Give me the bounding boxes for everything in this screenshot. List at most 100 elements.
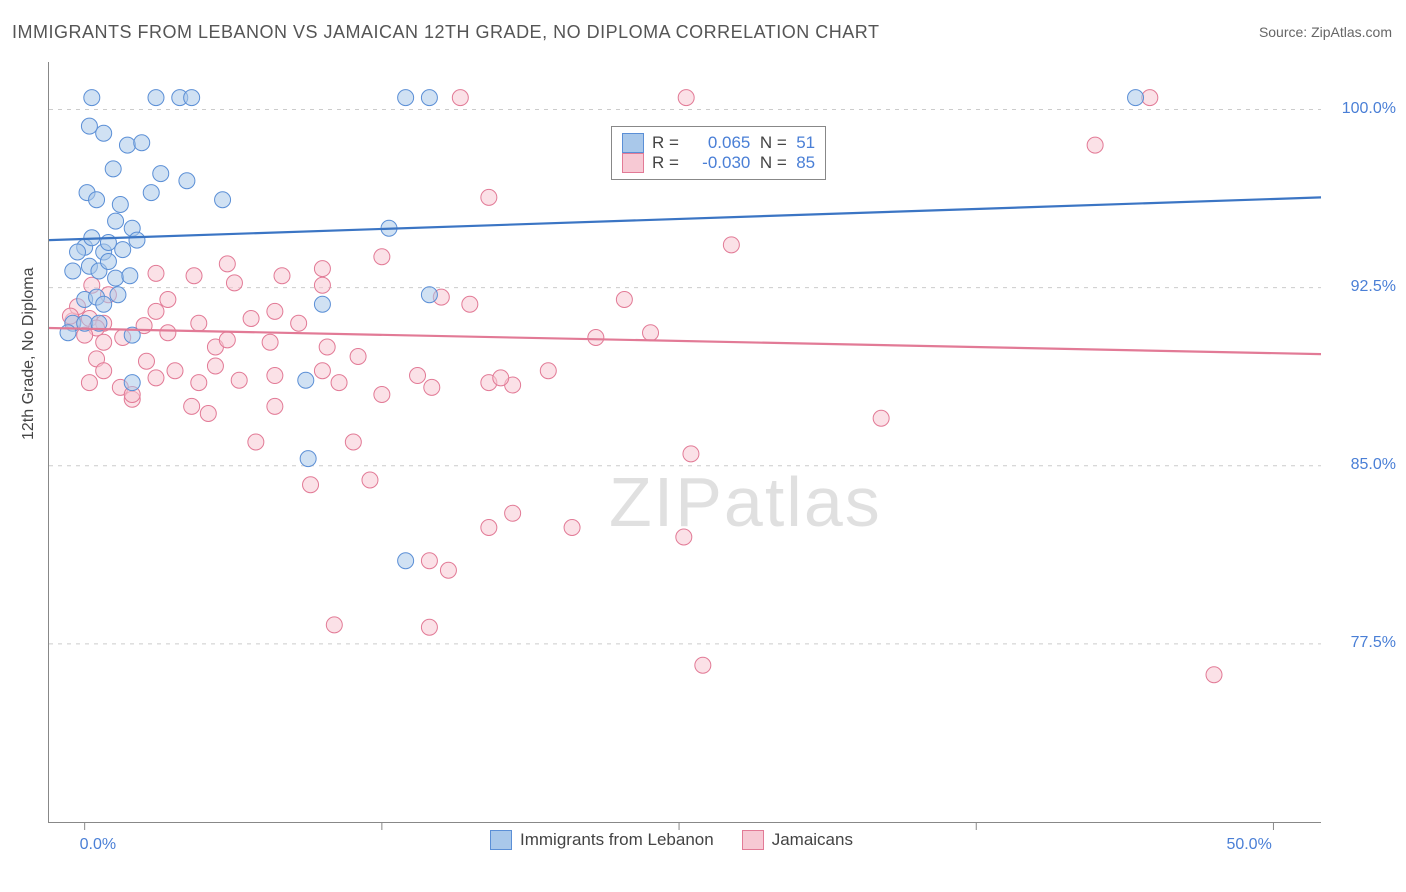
scatter-point-pink [1142, 90, 1158, 106]
trend-line-pink [49, 328, 1321, 354]
correlation-legend: R = 0.065 N = 51R = -0.030 N = 85 [611, 126, 826, 180]
scatter-point-blue [81, 118, 97, 134]
scatter-point-pink [440, 562, 456, 578]
scatter-point-pink [362, 472, 378, 488]
legend-item: Jamaicans [742, 830, 853, 850]
scatter-point-pink [200, 406, 216, 422]
scatter-point-pink [314, 363, 330, 379]
scatter-point-blue [314, 296, 330, 312]
scatter-point-blue [110, 287, 126, 303]
scatter-point-pink [262, 334, 278, 350]
legend-swatch [490, 830, 512, 850]
scatter-point-blue [112, 197, 128, 213]
scatter-point-pink [303, 477, 319, 493]
scatter-point-pink [274, 268, 290, 284]
scatter-point-blue [1128, 90, 1144, 106]
scatter-point-pink [678, 90, 694, 106]
y-tick-label: 92.5% [1351, 278, 1396, 296]
scatter-point-pink [267, 368, 283, 384]
scatter-point-blue [184, 90, 200, 106]
scatter-point-blue [108, 213, 124, 229]
scatter-point-pink [186, 268, 202, 284]
scatter-point-pink [243, 311, 259, 327]
source-text: Source: ZipAtlas.com [1259, 24, 1392, 40]
scatter-point-blue [398, 553, 414, 569]
scatter-point-blue [398, 90, 414, 106]
y-tick-label: 77.5% [1351, 634, 1396, 652]
scatter-point-blue [148, 90, 164, 106]
scatter-point-pink [350, 349, 366, 365]
scatter-point-blue [108, 270, 124, 286]
scatter-point-blue [105, 161, 121, 177]
legend-swatch-pink [622, 153, 644, 173]
scatter-point-blue [60, 325, 76, 341]
scatter-point-pink [505, 505, 521, 521]
scatter-plot: ZIPatlas R = 0.065 N = 51R = -0.030 N = … [48, 62, 1321, 823]
scatter-point-blue [100, 254, 116, 270]
scatter-point-blue [179, 173, 195, 189]
scatter-point-pink [191, 375, 207, 391]
scatter-point-pink [481, 189, 497, 205]
scatter-point-pink [873, 410, 889, 426]
scatter-point-pink [452, 90, 468, 106]
scatter-point-pink [481, 520, 497, 536]
scatter-point-blue [129, 232, 145, 248]
y-axis-label: 12th Grade, No Diploma [20, 267, 38, 440]
legend-label: Jamaicans [772, 830, 853, 850]
scatter-point-blue [96, 296, 112, 312]
scatter-point-blue [70, 244, 86, 260]
legend-swatch-blue [622, 133, 644, 153]
scatter-point-blue [215, 192, 231, 208]
scatter-point-pink [723, 237, 739, 253]
scatter-point-pink [1087, 137, 1103, 153]
scatter-point-pink [248, 434, 264, 450]
scatter-point-pink [319, 339, 335, 355]
scatter-point-pink [184, 398, 200, 414]
scatter-point-pink [421, 553, 437, 569]
x-tick-label: 50.0% [1226, 836, 1271, 854]
scatter-point-pink [421, 619, 437, 635]
scatter-point-blue [153, 166, 169, 182]
scatter-point-pink [138, 353, 154, 369]
y-tick-label: 85.0% [1351, 456, 1396, 474]
scatter-point-pink [191, 315, 207, 331]
scatter-point-pink [267, 398, 283, 414]
scatter-point-pink [462, 296, 478, 312]
scatter-point-blue [298, 372, 314, 388]
scatter-point-pink [683, 446, 699, 462]
scatter-point-pink [267, 303, 283, 319]
scatter-point-blue [119, 137, 135, 153]
legend-r-n-text: R = -0.030 N = 85 [652, 153, 815, 173]
scatter-point-pink [374, 387, 390, 403]
scatter-point-pink [410, 368, 426, 384]
scatter-point-pink [643, 325, 659, 341]
scatter-point-blue [115, 242, 131, 258]
scatter-point-pink [148, 265, 164, 281]
scatter-point-pink [331, 375, 347, 391]
scatter-point-pink [160, 292, 176, 308]
series-legend: Immigrants from LebanonJamaicans [490, 830, 853, 850]
scatter-point-blue [421, 90, 437, 106]
scatter-point-pink [616, 292, 632, 308]
scatter-point-pink [219, 256, 235, 272]
scatter-point-pink [148, 303, 164, 319]
scatter-point-pink [374, 249, 390, 265]
scatter-point-blue [300, 451, 316, 467]
scatter-point-pink [219, 332, 235, 348]
scatter-point-pink [564, 520, 580, 536]
scatter-point-blue [122, 268, 138, 284]
legend-r-n-text: R = 0.065 N = 51 [652, 133, 815, 153]
scatter-point-pink [424, 379, 440, 395]
scatter-point-pink [160, 325, 176, 341]
scatter-point-pink [291, 315, 307, 331]
scatter-point-blue [124, 375, 140, 391]
scatter-point-pink [96, 334, 112, 350]
scatter-point-blue [96, 125, 112, 141]
scatter-point-pink [493, 370, 509, 386]
scatter-point-pink [314, 277, 330, 293]
scatter-point-pink [226, 275, 242, 291]
scatter-point-pink [231, 372, 247, 388]
legend-swatch [742, 830, 764, 850]
scatter-point-blue [84, 90, 100, 106]
scatter-point-blue [89, 192, 105, 208]
